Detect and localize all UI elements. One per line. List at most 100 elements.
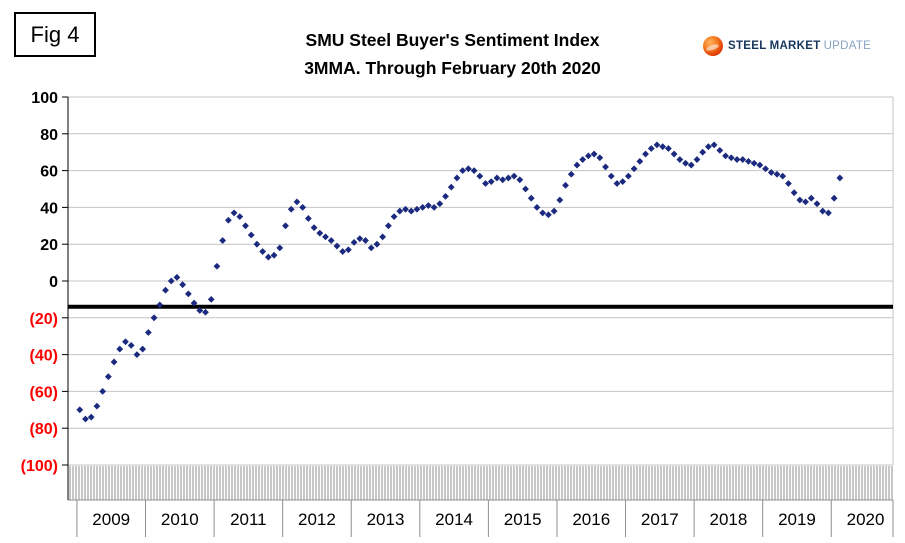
data-point: [687, 161, 695, 169]
y-tick-label: (20): [30, 311, 58, 328]
data-point: [830, 194, 838, 202]
y-tick-label: 40: [40, 200, 58, 217]
data-point: [676, 156, 684, 163]
data-point: [173, 273, 181, 281]
x-tick-label: 2009: [92, 510, 130, 529]
data-point: [253, 240, 261, 248]
data-point: [567, 170, 575, 178]
data-point: [442, 192, 449, 200]
logo-word-update: UPDATE: [823, 40, 872, 52]
data-point: [402, 205, 409, 213]
data-point: [270, 251, 278, 259]
data-point: [122, 338, 129, 346]
data-point: [242, 222, 249, 230]
data-point: [162, 286, 169, 294]
data-point: [579, 156, 587, 163]
x-tick-label: 2014: [435, 510, 473, 529]
data-point: [316, 229, 324, 237]
data-point: [190, 299, 198, 307]
data-point: [767, 169, 775, 176]
x-tick-label: 2010: [161, 510, 199, 529]
data-point: [179, 281, 187, 289]
data-point: [207, 296, 215, 303]
data-point: [584, 152, 592, 160]
data-point: [807, 194, 815, 202]
data-point: [819, 207, 827, 215]
data-point: [133, 351, 141, 358]
data-point: [247, 231, 255, 239]
data-point: [184, 290, 192, 298]
logo-word-market: MARKET: [769, 40, 821, 52]
data-point: [796, 196, 804, 204]
data-point: [665, 145, 672, 152]
data-point: [705, 143, 712, 151]
data-point: [350, 238, 358, 246]
data-point: [499, 176, 507, 184]
data-point: [607, 172, 615, 180]
x-tick-label: 2020: [847, 510, 885, 529]
data-point: [156, 301, 164, 309]
data-point: [424, 202, 432, 209]
steel-market-update-logo: STEEL MARKET UPDATE: [703, 36, 871, 56]
data-point: [727, 154, 735, 162]
data-point: [396, 207, 404, 215]
data-point: [630, 165, 638, 173]
year-separators: [76, 500, 894, 537]
chart-title-block: SMU Steel Buyer's Sentiment Index 3MMA. …: [110, 26, 795, 82]
logo-flame-icon: [703, 36, 723, 56]
data-point: [144, 329, 152, 336]
data-point: [259, 248, 267, 255]
data-point: [785, 180, 792, 187]
y-tick-label: 80: [40, 127, 58, 144]
data-point: [104, 373, 112, 381]
data-point: [825, 209, 832, 217]
data-point: [773, 170, 781, 178]
data-point: [745, 158, 752, 165]
y-tick-label: (80): [30, 421, 58, 438]
data-point: [356, 235, 364, 243]
data-point: [344, 246, 352, 254]
data-point: [625, 172, 632, 180]
figure-label-box: Fig 4: [14, 12, 96, 57]
data-point: [224, 216, 232, 224]
data-point: [276, 244, 284, 252]
x-tick-label: 2013: [367, 510, 405, 529]
data-point: [93, 402, 101, 410]
data-point: [739, 156, 747, 163]
data-point: [636, 158, 644, 165]
x-tick-label: 2016: [572, 510, 610, 529]
data-point: [282, 222, 289, 230]
data-point: [544, 211, 552, 219]
data-point: [527, 194, 535, 202]
data-point: [602, 163, 609, 171]
data-point: [430, 204, 438, 211]
data-point: [619, 178, 627, 186]
data-point: [813, 200, 821, 208]
data-point: [779, 172, 787, 180]
x-tick-label: 2019: [778, 510, 816, 529]
data-point: [304, 215, 312, 222]
logo-text: STEEL MARKET UPDATE: [728, 40, 871, 52]
data-point: [510, 172, 518, 180]
data-point: [339, 248, 347, 255]
data-point: [213, 262, 221, 270]
data-point: [550, 207, 558, 215]
data-point: [322, 233, 329, 241]
data-point: [219, 237, 227, 244]
data-point: [310, 224, 318, 232]
data-point: [716, 146, 724, 154]
data-point: [670, 150, 678, 158]
data-point: [327, 237, 335, 244]
data-point: [562, 181, 569, 189]
data-point: [493, 174, 501, 182]
minor-tick-band: [68, 466, 893, 501]
data-point: [87, 413, 95, 421]
data-point: [436, 200, 444, 208]
data-point: [802, 198, 809, 206]
data-point: [447, 183, 455, 191]
data-point: [110, 358, 118, 366]
data-point: [167, 277, 175, 285]
data-point: [487, 178, 495, 186]
